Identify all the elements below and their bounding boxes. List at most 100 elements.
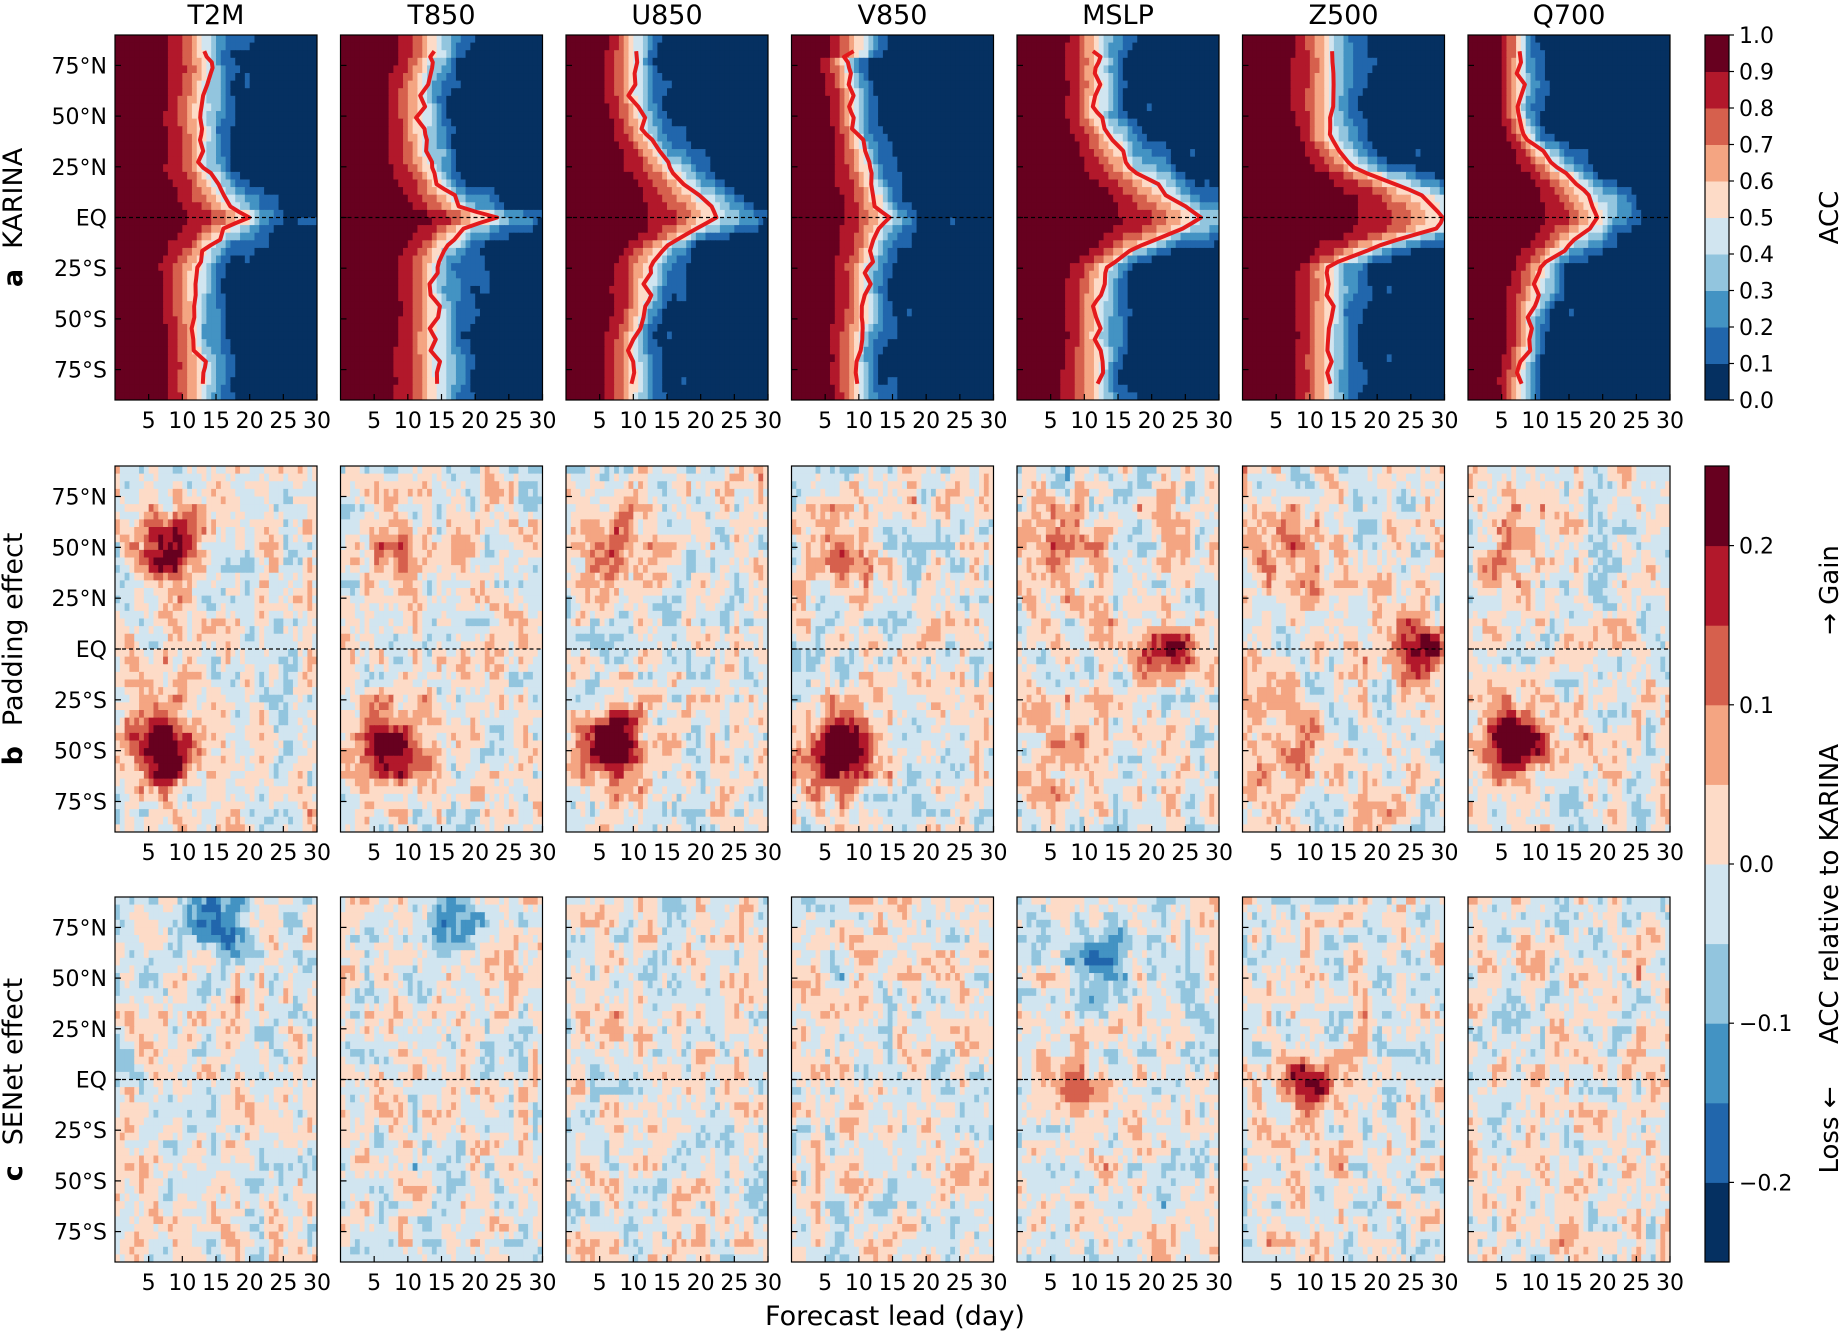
heatmap-cell [259, 610, 265, 620]
heatmap-cell [153, 603, 159, 612]
heatmap-cell [158, 793, 164, 803]
heatmap-cell [254, 771, 260, 780]
heatmap-cell [211, 809, 217, 818]
heatmap-cell [134, 694, 140, 703]
heatmap-cell [283, 755, 289, 764]
heatmap-cell [172, 778, 179, 787]
heatmap-cell [307, 164, 313, 173]
heatmap-cell [167, 293, 174, 302]
heatmap-cell [182, 164, 188, 173]
heatmap-cell [225, 1033, 232, 1043]
heatmap-cell [268, 263, 275, 272]
heatmap-cell [216, 664, 222, 673]
heatmap-cell [302, 141, 308, 150]
heatmap-cell [220, 763, 227, 772]
heatmap-cell [167, 232, 174, 241]
heatmap-cell [230, 809, 236, 818]
heatmap-cell [124, 308, 131, 317]
heatmap-cell [182, 240, 188, 249]
heatmap-cell [288, 194, 294, 203]
heatmap-cell [288, 179, 294, 188]
heatmap-cell [191, 232, 198, 241]
heatmap-cell [139, 1056, 145, 1065]
heatmap-cell [249, 473, 256, 482]
heatmap-cell [264, 664, 270, 673]
heatmap-cell [259, 202, 265, 211]
heatmap-cell [288, 488, 294, 498]
heatmap-cell [177, 950, 183, 959]
heatmap-cell [148, 542, 155, 551]
heatmap-cell [302, 565, 308, 574]
heatmap-cell [244, 919, 251, 929]
heatmap-cell [167, 732, 174, 742]
heatmap-cell [115, 588, 121, 597]
heatmap-cell [177, 57, 183, 67]
heatmap-cell [273, 1041, 280, 1050]
heatmap-cell [163, 316, 169, 325]
heatmap-cell [220, 133, 227, 143]
heatmap-cell [225, 626, 232, 635]
heatmap-cell [307, 786, 313, 795]
heatmap-cell [119, 171, 126, 181]
heatmap-cell [297, 534, 304, 543]
heatmap-cell [148, 1018, 155, 1027]
heatmap-cell [143, 919, 150, 929]
y-tick-label: 50°N [52, 536, 107, 561]
heatmap-cell [312, 927, 317, 936]
heatmap-cell [307, 748, 313, 757]
heatmap-cell [206, 308, 212, 317]
heatmap-cell [211, 527, 217, 536]
heatmap-cell [211, 392, 217, 400]
heatmap-cell [163, 995, 169, 1005]
heatmap-cell [148, 580, 155, 589]
heatmap-cell [249, 270, 256, 279]
heatmap-cell [115, 603, 121, 612]
heatmap-cell [148, 95, 155, 105]
heatmap-cell [129, 270, 135, 279]
heatmap-cell [182, 217, 188, 226]
heatmap-cell [307, 232, 313, 241]
heatmap-cell [153, 339, 159, 348]
heatmap-cell [167, 473, 174, 482]
heatmap-cell [153, 542, 159, 551]
heatmap-cell [187, 588, 193, 597]
heatmap-cell [158, 88, 164, 97]
heatmap-cell [182, 126, 188, 135]
heatmap-cell [119, 603, 126, 612]
heatmap-cell [259, 194, 265, 203]
heatmap-cell [187, 919, 193, 929]
heatmap-cell [273, 126, 280, 135]
heatmap-cell [187, 1003, 193, 1012]
heatmap-cell [302, 240, 308, 249]
heatmap-cell [124, 103, 131, 112]
heatmap-cell [297, 384, 304, 393]
heatmap-cell [297, 369, 304, 378]
heatmap-cell [259, 710, 265, 719]
heatmap-cell [216, 481, 222, 490]
heatmap-cell [196, 664, 203, 673]
heatmap-cell [264, 118, 270, 127]
heatmap-cell [119, 935, 126, 944]
heatmap-cell [312, 957, 317, 967]
heatmap-cell [143, 649, 150, 658]
heatmap-cell [124, 702, 131, 711]
heatmap-cell [129, 392, 135, 400]
heatmap-cell [143, 771, 150, 780]
heatmap-cell [158, 580, 164, 589]
heatmap-cell [163, 133, 169, 143]
heatmap-cell [158, 504, 164, 513]
heatmap-cell [134, 588, 140, 597]
heatmap-cell [191, 717, 198, 726]
heatmap-cell [230, 595, 236, 604]
heatmap-cell [139, 331, 145, 340]
heatmap-cell [158, 392, 164, 400]
heatmap-cell [283, 361, 289, 371]
heatmap-cell [129, 725, 135, 734]
heatmap-cell [134, 270, 140, 279]
heatmap-cell [240, 354, 246, 363]
heatmap-cell [143, 950, 150, 959]
heatmap-cell [187, 649, 193, 658]
heatmap-cell [244, 580, 251, 589]
heatmap-cell [216, 687, 222, 696]
heatmap-cell [216, 957, 222, 967]
